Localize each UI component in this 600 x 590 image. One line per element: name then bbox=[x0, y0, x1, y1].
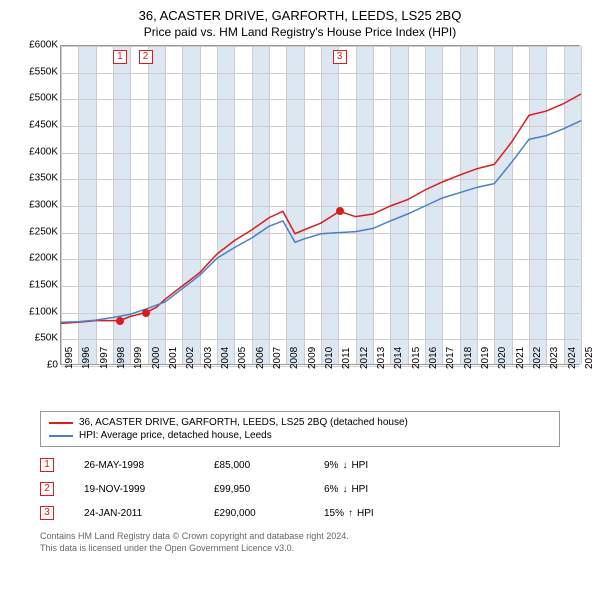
marker-box: 2 bbox=[139, 50, 153, 64]
chart-title: 36, ACASTER DRIVE, GARFORTH, LEEDS, LS25… bbox=[0, 0, 600, 23]
x-axis-label: 1996 bbox=[81, 347, 92, 369]
y-axis-label: £100K bbox=[29, 306, 58, 317]
legend: 36, ACASTER DRIVE, GARFORTH, LEEDS, LS25… bbox=[40, 411, 560, 447]
y-axis-label: £500K bbox=[29, 93, 58, 104]
x-axis-label: 2011 bbox=[341, 347, 352, 369]
x-axis-label: 2020 bbox=[497, 347, 508, 369]
x-axis-label: 2012 bbox=[359, 347, 370, 369]
sale-date: 24-JAN-2011 bbox=[84, 508, 184, 519]
footer-line: This data is licensed under the Open Gov… bbox=[40, 543, 560, 555]
x-axis-label: 2001 bbox=[168, 347, 179, 369]
footer-attribution: Contains HM Land Registry data © Crown c… bbox=[40, 531, 560, 554]
x-axis-label: 2008 bbox=[289, 347, 300, 369]
marker-box: 1 bbox=[113, 50, 127, 64]
x-axis-label: 1999 bbox=[133, 347, 144, 369]
sale-hpi: 6%↓HPI bbox=[324, 484, 368, 495]
sale-price: £290,000 bbox=[214, 508, 294, 519]
sale-price: £85,000 bbox=[214, 460, 294, 471]
sale-hpi: 9%↓HPI bbox=[324, 460, 368, 471]
plot-area: 12 3 bbox=[60, 45, 580, 365]
arrow-down-icon: ↓ bbox=[342, 460, 347, 471]
x-axis-label: 2015 bbox=[411, 347, 422, 369]
arrow-up-icon: ↑ bbox=[348, 508, 353, 519]
x-axis-label: 1995 bbox=[64, 347, 75, 369]
x-axis-label: 2018 bbox=[463, 347, 474, 369]
legend-row: 36, ACASTER DRIVE, GARFORTH, LEEDS, LS25… bbox=[49, 416, 551, 429]
chart: 12 3 £0 £50K £100K £150K £200K £250K £300K £350K… bbox=[10, 45, 590, 405]
y-axis-label: £200K bbox=[29, 253, 58, 264]
sale-hpi: 15%↑HPI bbox=[324, 508, 374, 519]
sales-table: 1 26-MAY-1998 £85,000 9%↓HPI 2 19-NOV-19… bbox=[40, 453, 560, 525]
y-axis-label: £150K bbox=[29, 280, 58, 291]
x-axis-label: 2004 bbox=[220, 347, 231, 369]
legend-label: HPI: Average price, detached house, Leed… bbox=[79, 430, 272, 441]
y-axis-label: £300K bbox=[29, 200, 58, 211]
y-axis-label: £250K bbox=[29, 226, 58, 237]
x-axis-label: 2017 bbox=[445, 347, 456, 369]
x-axis-label: 2014 bbox=[393, 347, 404, 369]
x-axis-label: 2003 bbox=[203, 347, 214, 369]
legend-label: 36, ACASTER DRIVE, GARFORTH, LEEDS, LS25… bbox=[79, 417, 408, 428]
y-axis-label: £450K bbox=[29, 120, 58, 131]
sale-point bbox=[336, 207, 344, 215]
x-axis-label: 2005 bbox=[237, 347, 248, 369]
x-axis-label: 2013 bbox=[376, 347, 387, 369]
sale-point bbox=[116, 317, 124, 325]
sale-price: £99,950 bbox=[214, 484, 294, 495]
x-axis-label: 2000 bbox=[151, 347, 162, 369]
y-axis-label: £550K bbox=[29, 66, 58, 77]
x-axis-label: 2023 bbox=[549, 347, 560, 369]
sale-marker: 2 bbox=[40, 482, 54, 496]
sale-row: 3 24-JAN-2011 £290,000 15%↑HPI bbox=[40, 501, 560, 525]
sale-date: 19-NOV-1999 bbox=[84, 484, 184, 495]
arrow-down-icon: ↓ bbox=[342, 484, 347, 495]
x-axis-label: 1998 bbox=[116, 347, 127, 369]
sale-marker: 1 bbox=[40, 458, 54, 472]
marker-box: 3 bbox=[333, 50, 347, 64]
x-axis-label: 2024 bbox=[567, 347, 578, 369]
legend-swatch bbox=[49, 422, 73, 424]
x-axis-label: 2010 bbox=[324, 347, 335, 369]
series-hpi bbox=[61, 46, 579, 364]
x-axis-label: 2022 bbox=[532, 347, 543, 369]
y-axis-label: £50K bbox=[35, 333, 58, 344]
footer-line: Contains HM Land Registry data © Crown c… bbox=[40, 531, 560, 543]
x-axis-label: 2007 bbox=[272, 347, 283, 369]
y-axis-label: £0 bbox=[47, 360, 58, 371]
x-axis-label: 2025 bbox=[584, 347, 595, 369]
sale-row: 2 19-NOV-1999 £99,950 6%↓HPI bbox=[40, 477, 560, 501]
x-axis-label: 2019 bbox=[480, 347, 491, 369]
x-axis-label: 2006 bbox=[255, 347, 266, 369]
sale-marker: 3 bbox=[40, 506, 54, 520]
x-axis-label: 1997 bbox=[99, 347, 110, 369]
y-axis-label: £400K bbox=[29, 146, 58, 157]
x-axis-label: 2009 bbox=[307, 347, 318, 369]
x-axis-label: 2002 bbox=[185, 347, 196, 369]
legend-row: HPI: Average price, detached house, Leed… bbox=[49, 429, 551, 442]
sale-date: 26-MAY-1998 bbox=[84, 460, 184, 471]
gridline-v bbox=[581, 46, 582, 364]
sale-row: 1 26-MAY-1998 £85,000 9%↓HPI bbox=[40, 453, 560, 477]
sale-point bbox=[142, 309, 150, 317]
y-axis-label: £600K bbox=[29, 40, 58, 51]
x-axis-label: 2016 bbox=[428, 347, 439, 369]
chart-subtitle: Price paid vs. HM Land Registry's House … bbox=[0, 23, 600, 45]
x-axis-label: 2021 bbox=[515, 347, 526, 369]
y-axis-label: £350K bbox=[29, 173, 58, 184]
legend-swatch bbox=[49, 435, 73, 437]
